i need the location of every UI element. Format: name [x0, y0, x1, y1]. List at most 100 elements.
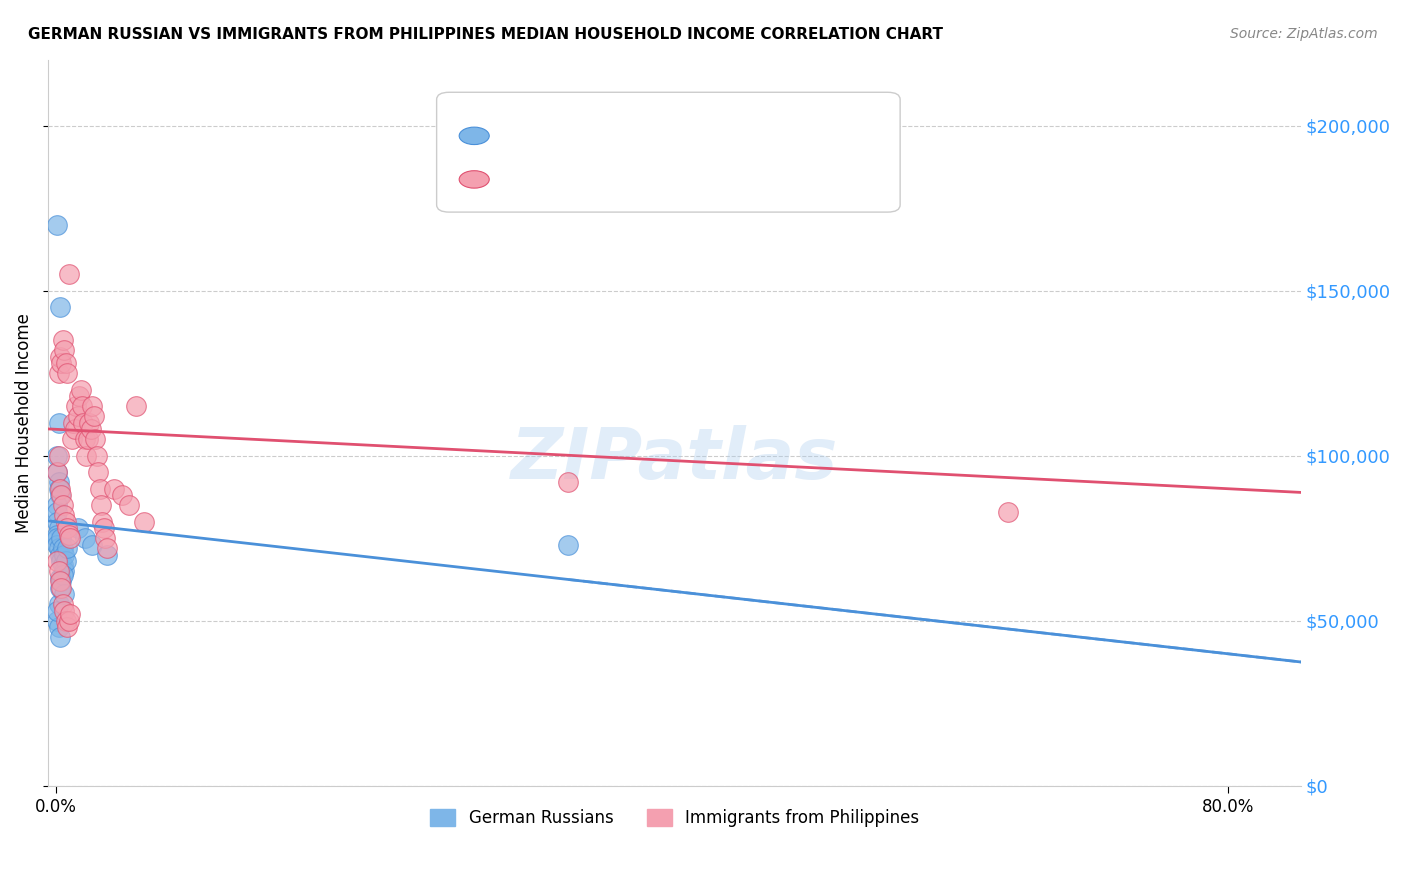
Point [48, 521, 70, 535]
Point [73, 531, 96, 545]
Point [46, 465, 69, 479]
Circle shape [460, 128, 489, 145]
Point [46, 604, 69, 618]
Point [52, 597, 75, 611]
Point [51, 488, 73, 502]
Point [84, 432, 107, 446]
Point [51, 356, 73, 370]
Point [48, 416, 70, 430]
Point [49, 571, 72, 585]
Point [55, 356, 77, 370]
Text: Source: ZipAtlas.com: Source: ZipAtlas.com [1230, 27, 1378, 41]
FancyBboxPatch shape [437, 92, 900, 212]
Text: N =  40: N = 40 [688, 123, 761, 141]
Point [72, 416, 94, 430]
Point [46, 505, 69, 519]
Point [48, 449, 70, 463]
Point [53, 564, 76, 578]
Point [52, 541, 75, 555]
Point [48, 475, 70, 489]
Point [557, 538, 579, 552]
Point [557, 475, 579, 489]
Point [66, 409, 89, 423]
Point [53, 548, 76, 562]
Point [46, 554, 69, 568]
Point [58, 267, 80, 281]
Point [79, 416, 101, 430]
Point [89, 482, 111, 496]
Point [73, 432, 96, 446]
Point [46, 515, 69, 529]
Legend: German Russians, Immigrants from Philippines: German Russians, Immigrants from Philipp… [422, 801, 928, 836]
Point [69, 383, 91, 397]
Point [48, 482, 70, 496]
Point [70, 399, 93, 413]
Point [91, 515, 114, 529]
Point [82, 538, 104, 552]
Point [62, 416, 84, 430]
Point [132, 515, 155, 529]
Point [46, 465, 69, 479]
Point [66, 521, 89, 535]
Text: N =  60: N = 60 [688, 167, 761, 185]
Point [51, 574, 73, 588]
Point [52, 498, 75, 512]
Point [49, 630, 72, 644]
Point [56, 366, 79, 380]
Text: R =  -0.108: R = -0.108 [499, 167, 612, 185]
Point [49, 300, 72, 314]
Point [87, 465, 110, 479]
Point [46, 449, 69, 463]
Point [51, 531, 73, 545]
Point [80, 422, 103, 436]
Point [93, 521, 115, 535]
Point [110, 488, 132, 502]
Circle shape [460, 170, 489, 188]
Point [46, 218, 69, 232]
Point [49, 350, 72, 364]
Y-axis label: Median Household Income: Median Household Income [15, 313, 32, 533]
Point [46, 528, 69, 542]
Point [49, 581, 72, 595]
Point [58, 528, 80, 542]
Text: R =  -0.097: R = -0.097 [499, 123, 612, 141]
Point [60, 432, 83, 446]
Point [49, 548, 72, 562]
Point [96, 548, 118, 562]
Point [96, 541, 118, 555]
Point [82, 399, 104, 413]
Point [56, 521, 79, 535]
Point [48, 564, 70, 578]
Point [48, 366, 70, 380]
Point [55, 554, 77, 568]
Point [997, 505, 1019, 519]
Point [59, 531, 82, 545]
Point [67, 389, 90, 403]
Point [103, 482, 125, 496]
Point [94, 531, 117, 545]
Point [49, 488, 72, 502]
Point [55, 614, 77, 628]
Point [83, 409, 105, 423]
Point [90, 498, 112, 512]
Point [56, 620, 79, 634]
Point [53, 508, 76, 522]
Point [52, 567, 75, 582]
Point [86, 449, 108, 463]
Point [51, 554, 73, 568]
Point [49, 482, 72, 496]
Point [63, 422, 86, 436]
Point [48, 541, 70, 555]
Point [53, 587, 76, 601]
Point [76, 432, 98, 446]
Point [46, 538, 69, 552]
Point [48, 620, 70, 634]
Point [46, 498, 69, 512]
Point [65, 399, 87, 413]
Point [56, 541, 79, 555]
Text: GERMAN RUSSIAN VS IMMIGRANTS FROM PHILIPPINES MEDIAN HOUSEHOLD INCOME CORRELATIO: GERMAN RUSSIAN VS IMMIGRANTS FROM PHILIP… [28, 27, 943, 42]
Point [58, 614, 80, 628]
Point [125, 399, 148, 413]
Point [52, 558, 75, 572]
Point [53, 604, 76, 618]
